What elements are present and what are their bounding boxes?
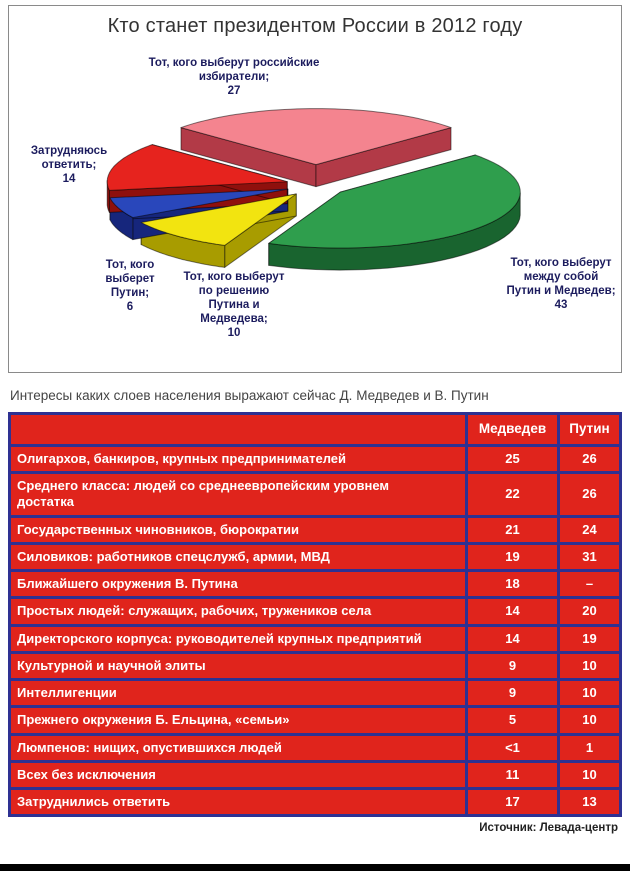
row-label: Директорского корпуса: руководителей кру… bbox=[17, 630, 422, 646]
row-label: Интеллигенции bbox=[17, 685, 117, 701]
row-label: Силовиков: работников спецслужб, армии, … bbox=[17, 548, 330, 564]
pie-label-text: Тот, кого выберет Путин; bbox=[105, 259, 155, 300]
pie-label-text: Затрудняюсь ответить; bbox=[30, 145, 108, 172]
pie-label-value: 14 bbox=[62, 173, 76, 186]
table-row: Силовиков: работников спецслужб, армии, … bbox=[8, 541, 622, 573]
header-putin: Путин bbox=[557, 412, 622, 447]
table-row: Среднего класса: людей со среднеевропейс… bbox=[8, 471, 622, 518]
pie-label-value: 10 bbox=[227, 327, 241, 340]
row-label-cell: Люмпенов: нищих, опустившихся людей bbox=[8, 732, 468, 763]
pie-chart-title: Кто станет президентом России в 2012 год… bbox=[107, 15, 523, 37]
pie-label-joint-decision: Тот, кого выберут по решению Путина и Ме… bbox=[181, 270, 287, 340]
medvedev-value-cell: 19 bbox=[465, 541, 560, 573]
putin-value-cell: 10 bbox=[557, 678, 622, 709]
row-label-cell: Ближайшего окружения В. Путина bbox=[8, 569, 468, 600]
putin-value-cell: 26 bbox=[557, 443, 622, 475]
medvedev-value-cell: 18 bbox=[465, 569, 560, 600]
table-row: Государственных чиновников, бюрократии 2… bbox=[8, 514, 622, 545]
row-label-cell: Простых людей: служащих, рабочих, тружен… bbox=[8, 596, 468, 627]
table-row: Культурной и научной элиты 9 10 bbox=[8, 650, 622, 682]
row-label: Прежнего окружения Б. Ельцина, «семьи» bbox=[17, 712, 290, 728]
medvedev-value-cell: 11 bbox=[465, 759, 560, 791]
interests-table: Медведев Путин Олигархов, банкиров, круп… bbox=[8, 412, 622, 818]
row-label-cell: Прежнего окружения Б. Ельцина, «семьи» bbox=[8, 705, 468, 736]
row-label: Олигархов, банкиров, крупных предпринима… bbox=[17, 450, 347, 466]
putin-value-cell: 10 bbox=[557, 759, 622, 791]
putin-value-cell: 20 bbox=[557, 596, 622, 627]
table-row: Люмпенов: нищих, опустившихся людей <1 1 bbox=[8, 732, 622, 763]
putin-value-cell: 10 bbox=[557, 650, 622, 682]
medvedev-value-cell: 17 bbox=[465, 787, 560, 818]
row-label: Среднего класса: людей со среднеевропейс… bbox=[17, 478, 390, 510]
pie-label-text: Тот, кого выберут между собой Путин и Ме… bbox=[506, 257, 616, 298]
pie-label-putin-choice: Тот, кого выберет Путин; 6 bbox=[85, 258, 175, 314]
source-note: Источник: Левада-центр bbox=[479, 822, 618, 835]
row-label-cell: Директорского корпуса: руководителей кру… bbox=[8, 623, 468, 654]
medvedev-value-cell: <1 bbox=[465, 732, 560, 763]
medvedev-value-cell: 9 bbox=[465, 650, 560, 682]
putin-value-cell: 24 bbox=[557, 514, 622, 545]
row-label-cell: Культурной и научной элиты bbox=[8, 650, 468, 682]
pie-label-value: 6 bbox=[126, 301, 134, 314]
medvedev-value-cell: 5 bbox=[465, 705, 560, 736]
row-label-cell: Среднего класса: людей со среднеевропейс… bbox=[8, 471, 468, 518]
pie-label-undecided: Затрудняюсь ответить; 14 bbox=[17, 144, 121, 186]
header-medvedev: Медведев bbox=[465, 412, 560, 447]
table-header-row: Медведев Путин bbox=[8, 412, 622, 447]
putin-value-cell: 31 bbox=[557, 541, 622, 573]
row-label-cell: Силовиков: работников спецслужб, армии, … bbox=[8, 541, 468, 573]
row-label: Затруднились ответить bbox=[17, 794, 171, 810]
row-label-cell: Интеллигенции bbox=[8, 678, 468, 709]
medvedev-value-cell: 14 bbox=[465, 623, 560, 654]
row-label: Культурной и научной элиты bbox=[17, 657, 206, 673]
pie-label-voters: Тот, кого выберут российские избиратели;… bbox=[127, 56, 341, 98]
pie-label-text: Тот, кого выберут российские избиратели; bbox=[148, 57, 320, 84]
row-label-cell: Олигархов, банкиров, крупных предпринима… bbox=[8, 443, 468, 475]
row-label-cell: Всех без исключения bbox=[8, 759, 468, 791]
putin-value-cell: 1 bbox=[557, 732, 622, 763]
medvedev-value-cell: 9 bbox=[465, 678, 560, 709]
row-label: Простых людей: служащих, рабочих, тружен… bbox=[17, 603, 372, 619]
table-row: Ближайшего окружения В. Путина 18 – bbox=[8, 569, 622, 600]
putin-value-cell: 19 bbox=[557, 623, 622, 654]
pie-label-text: Тот, кого выберут по решению Путина и Ме… bbox=[183, 271, 285, 326]
pie-label-value: 43 bbox=[554, 299, 568, 312]
pie-chart bbox=[106, 108, 521, 271]
medvedev-value-cell: 21 bbox=[465, 514, 560, 545]
putin-value-cell: – bbox=[557, 569, 622, 600]
table-row: Прежнего окружения Б. Ельцина, «семьи» 5… bbox=[8, 705, 622, 736]
putin-value-cell: 13 bbox=[557, 787, 622, 818]
row-label: Люмпенов: нищих, опустившихся людей bbox=[17, 739, 282, 755]
putin-value-cell: 26 bbox=[557, 471, 622, 518]
medvedev-value-cell: 25 bbox=[465, 443, 560, 475]
row-label-cell: Затруднились ответить bbox=[8, 787, 468, 818]
row-label: Всех без исключения bbox=[17, 766, 156, 782]
table-row: Олигархов, банкиров, крупных предпринима… bbox=[8, 443, 622, 475]
row-label: Государственных чиновников, бюрократии bbox=[17, 521, 300, 537]
table-row: Интеллигенции 9 10 bbox=[8, 678, 622, 709]
table-row: Директорского корпуса: руководителей кру… bbox=[8, 623, 622, 654]
header-empty-cell bbox=[8, 412, 468, 447]
bottom-rule bbox=[0, 864, 630, 871]
table-title: Интересы каких слоев населения выражают … bbox=[10, 388, 489, 403]
table-row: Простых людей: служащих, рабочих, тружен… bbox=[8, 596, 622, 627]
putin-value-cell: 10 bbox=[557, 705, 622, 736]
row-label-cell: Государственных чиновников, бюрократии bbox=[8, 514, 468, 545]
medvedev-value-cell: 22 bbox=[465, 471, 560, 518]
pie-label-value: 27 bbox=[227, 85, 241, 98]
table-row: Затруднились ответить 17 13 bbox=[8, 787, 622, 818]
table-row: Всех без исключения 11 10 bbox=[8, 759, 622, 791]
medvedev-value-cell: 14 bbox=[465, 596, 560, 627]
pie-chart-panel: Кто станет президентом России в 2012 год… bbox=[8, 5, 622, 373]
pie-label-between-themselves: Тот, кого выберут между собой Путин и Ме… bbox=[506, 256, 616, 312]
row-label: Ближайшего окружения В. Путина bbox=[17, 576, 238, 592]
